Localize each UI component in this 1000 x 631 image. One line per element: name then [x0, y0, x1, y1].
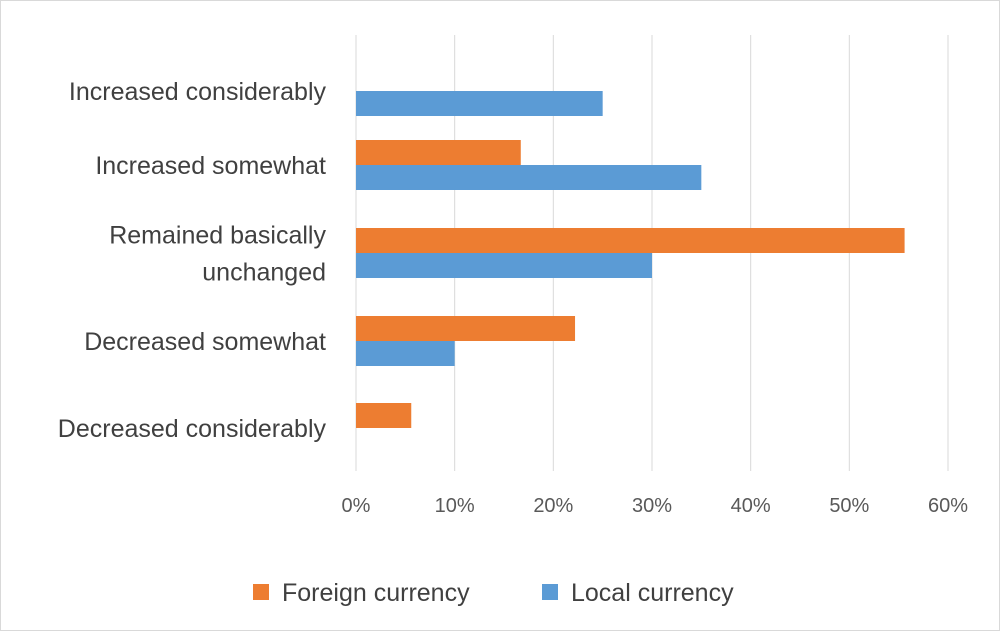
category-label-line: unchanged: [202, 259, 326, 287]
legend-swatch: [253, 584, 269, 600]
legend-item-local: Local currency: [542, 579, 734, 607]
x-tick-label-4: 40%: [731, 495, 771, 517]
x-tick-label-2: 20%: [533, 495, 573, 517]
category-label-line: Increased somewhat: [95, 152, 326, 180]
category-label-2: Remained basically unchanged: [109, 222, 326, 287]
bar-local-1: [356, 165, 702, 190]
x-tick-label-3: 30%: [632, 495, 672, 517]
legend-item-foreign: Foreign currency: [253, 579, 470, 607]
legend: Foreign currency Local currency: [253, 579, 734, 607]
category-label-line: Decreased somewhat: [84, 328, 326, 356]
bar-foreign-4: [356, 403, 412, 428]
x-tick-label-5: 50%: [829, 495, 869, 517]
bar-foreign-1: [356, 140, 521, 165]
category-label-4: Decreased considerably: [58, 415, 327, 443]
x-tick-label-6: 60%: [928, 495, 968, 517]
legend-label: Local currency: [571, 579, 734, 607]
bar-local-3: [356, 341, 455, 366]
x-tick-label-0: 0%: [342, 495, 371, 517]
category-label-line: Decreased considerably: [58, 415, 327, 443]
category-label-0: Increased considerably: [69, 78, 327, 106]
category-labels: Increased considerably Increased somewhat…: [58, 78, 327, 443]
x-axis-tick-labels: 0% 10% 20% 30% 40% 50% 60%: [342, 495, 969, 517]
bars: [356, 91, 905, 428]
bar-foreign-2: [356, 228, 905, 253]
bar-local-2: [356, 253, 652, 278]
legend-swatch: [542, 584, 558, 600]
category-label-3: Decreased somewhat: [84, 328, 326, 356]
bar-local-0: [356, 91, 603, 116]
legend-label: Foreign currency: [282, 579, 470, 607]
category-label-1: Increased somewhat: [95, 152, 326, 180]
x-tick-label-1: 10%: [435, 495, 475, 517]
bar-foreign-3: [356, 316, 576, 341]
category-label-line: Increased considerably: [69, 78, 327, 106]
category-label-line: Remained basically: [109, 222, 326, 250]
